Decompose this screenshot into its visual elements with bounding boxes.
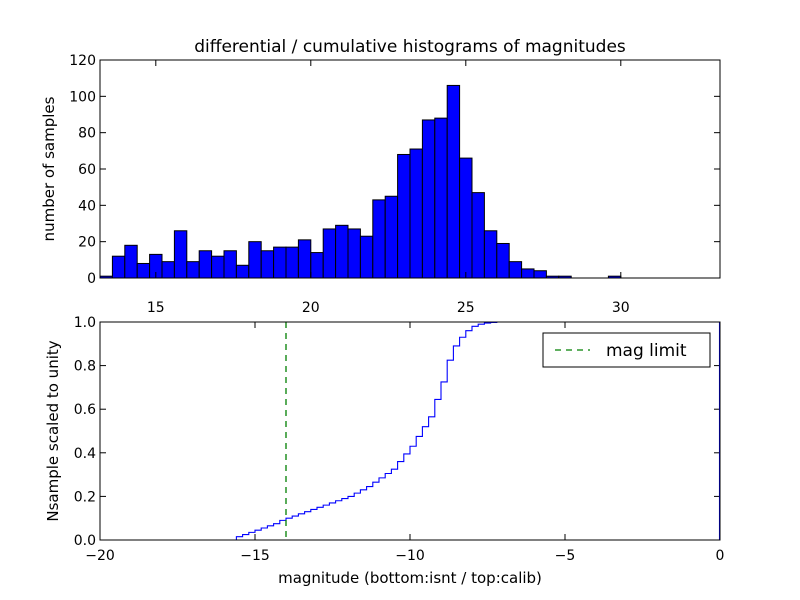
histogram-bar bbox=[533, 270, 547, 279]
histogram-bar bbox=[409, 148, 423, 279]
histogram-bar bbox=[483, 230, 498, 279]
bottom-y-tick-label: 0.0 bbox=[74, 533, 96, 549]
histogram-bar bbox=[310, 252, 324, 279]
histogram-bar bbox=[285, 246, 299, 279]
histogram-bar bbox=[471, 192, 485, 279]
top-y-tick-label: 80 bbox=[78, 126, 96, 142]
bottom-x-tick-label: −10 bbox=[395, 548, 425, 564]
histogram-bar bbox=[235, 264, 250, 279]
top-y-tick-label: 0 bbox=[87, 271, 96, 287]
histogram-bar bbox=[260, 250, 275, 279]
top-y-axis-label: number of samples bbox=[40, 96, 58, 241]
bottom-y-axis-label: Nsample scaled to unity bbox=[44, 340, 62, 521]
histogram-bar bbox=[372, 199, 386, 279]
histogram-bar bbox=[446, 84, 461, 279]
histogram-bar bbox=[359, 235, 374, 279]
top-x-tick-label: 25 bbox=[457, 300, 475, 316]
bottom-x-tick-label: 0 bbox=[716, 548, 725, 564]
histogram-bar bbox=[136, 262, 151, 279]
top-y-tick-label: 100 bbox=[69, 89, 96, 105]
bottom-y-tick-label: 0.6 bbox=[74, 402, 96, 418]
histogram-bar bbox=[173, 230, 188, 279]
bottom-y-tick-label: 0.2 bbox=[74, 489, 96, 505]
histogram-bar bbox=[297, 239, 312, 279]
top-y-tick-label: 120 bbox=[69, 53, 96, 69]
bottom-axes-frame bbox=[99, 321, 721, 541]
histogram-bar bbox=[248, 241, 262, 279]
histogram-bar bbox=[421, 119, 436, 279]
histogram-bar bbox=[434, 117, 448, 279]
bottom-x-tick-label: −5 bbox=[555, 548, 576, 564]
bottom-ticks-group: −20 −15 −10 −5 0 0.0 0.2 0.4 0.6 0.8 1.0 bbox=[74, 315, 725, 564]
top-bars-group bbox=[99, 84, 622, 279]
legend-mag-limit-label: mag limit bbox=[606, 341, 687, 361]
histogram-bar bbox=[496, 242, 510, 279]
top-axes-frame bbox=[99, 59, 721, 279]
top-chart-title: differential / cumulative histograms of … bbox=[194, 37, 626, 57]
histogram-bar bbox=[124, 244, 138, 279]
histogram-bar bbox=[186, 261, 200, 279]
bottom-x-tick-label: −20 bbox=[85, 548, 115, 564]
histogram-bar bbox=[223, 250, 237, 279]
bottom-x-axis-label: magnitude (bottom:isnt / top:calib) bbox=[278, 569, 542, 587]
histogram-bar bbox=[347, 228, 361, 279]
top-x-tick-label: 15 bbox=[147, 300, 165, 316]
bottom-x-tick-label: −15 bbox=[240, 548, 270, 564]
histogram-bar bbox=[335, 224, 349, 279]
histogram-bar bbox=[322, 228, 337, 279]
histogram-bar bbox=[459, 157, 473, 279]
top-y-tick-label: 60 bbox=[78, 162, 96, 178]
legend: mag limit bbox=[542, 332, 711, 368]
top-y-tick-label: 40 bbox=[78, 198, 96, 214]
top-y-tick-label: 20 bbox=[78, 235, 96, 251]
bottom-y-tick-label: 0.8 bbox=[74, 359, 96, 375]
histogram-bar bbox=[521, 268, 535, 279]
histogram-bar bbox=[508, 261, 523, 279]
cumulative-step-line bbox=[100, 321, 720, 541]
top-x-tick-label: 30 bbox=[612, 300, 630, 316]
histogram-bar bbox=[111, 255, 126, 279]
histogram-bar bbox=[211, 255, 225, 279]
histogram-bar bbox=[273, 246, 287, 279]
histogram-bar bbox=[384, 195, 399, 279]
histogram-bar bbox=[161, 261, 175, 279]
bottom-y-tick-label: 1.0 bbox=[74, 315, 96, 331]
histogram-bar bbox=[198, 250, 213, 279]
histogram-bar bbox=[397, 153, 411, 279]
top-x-tick-label: 20 bbox=[302, 300, 320, 316]
bottom-y-tick-label: 0.4 bbox=[74, 446, 96, 462]
top-ticks-group: 15 20 25 30 0 20 40 60 80 100 120 bbox=[69, 53, 720, 316]
legend-box bbox=[542, 332, 711, 368]
